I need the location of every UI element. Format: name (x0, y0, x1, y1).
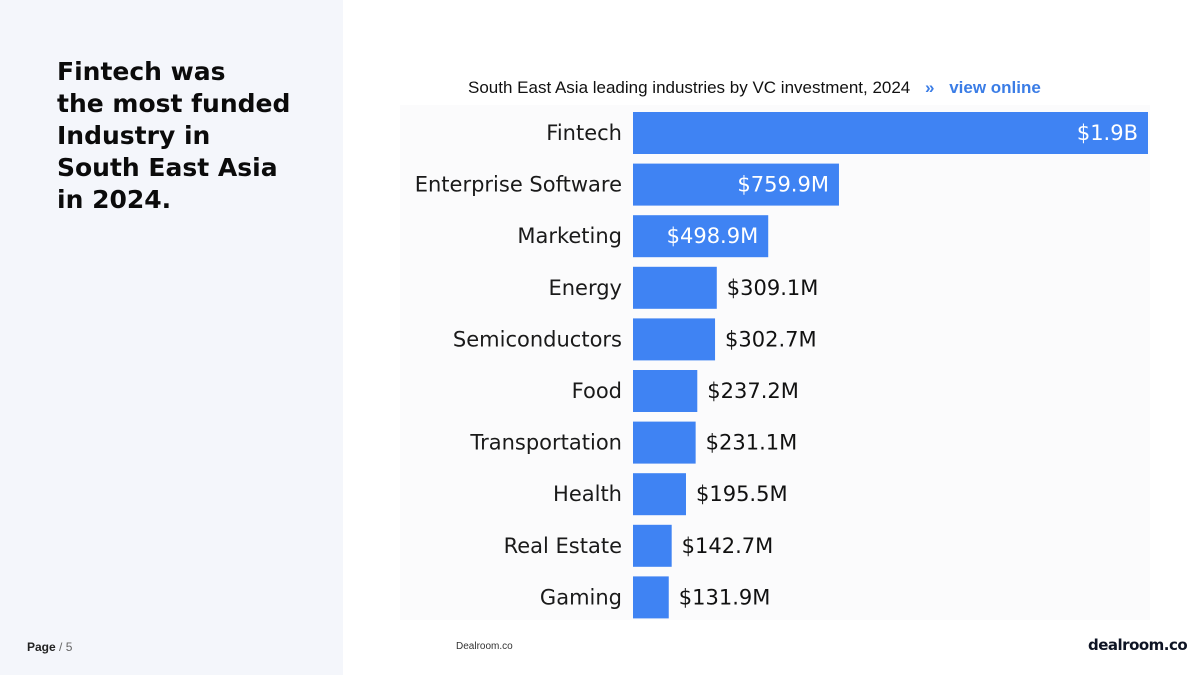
data-label: $498.9M (667, 224, 759, 248)
bar[interactable] (633, 524, 672, 567)
chart-title-row: South East Asia leading industries by VC… (468, 78, 1041, 98)
data-label: $759.9M (737, 173, 829, 197)
bar[interactable] (633, 266, 717, 309)
category-label: Health (553, 482, 622, 506)
dealroom-logo: dealroom.co (1088, 636, 1188, 654)
bar[interactable] (633, 112, 1148, 154)
headline-line-1: Fintech was (57, 57, 226, 86)
category-label: Marketing (517, 224, 622, 248)
category-label: Food (572, 379, 622, 403)
page-separator: / (59, 640, 63, 654)
bar[interactable] (633, 163, 839, 206)
headline: Fintech was the most funded Industry in … (57, 56, 297, 216)
view-online-link[interactable]: view online (949, 78, 1041, 97)
bar[interactable] (633, 370, 698, 412)
page-indicator: Page / 5 (27, 640, 72, 654)
data-label: $231.1M (706, 431, 798, 455)
category-label: Semiconductors (453, 327, 622, 351)
data-label: $237.2M (707, 379, 799, 403)
bar[interactable] (633, 318, 716, 361)
data-label: $142.7M (682, 534, 774, 558)
category-label: Gaming (540, 585, 622, 609)
data-label: $1.9B (1077, 121, 1138, 145)
source-note: Dealroom.co (456, 641, 513, 652)
left-panel (0, 0, 343, 675)
page-number: 5 (65, 640, 73, 654)
category-label: Transportation (469, 431, 622, 455)
headline-line-5: in 2024. (57, 185, 172, 214)
page-label: Page (27, 640, 56, 654)
headline-line-2: the most funded (57, 89, 291, 118)
headline-line-4: South East Asia (57, 153, 278, 182)
category-label: Real Estate (504, 534, 622, 558)
double-chevron-right-icon[interactable]: » (925, 78, 935, 97)
bar[interactable] (633, 215, 769, 258)
category-label: Fintech (546, 121, 622, 145)
category-label: Energy (548, 276, 622, 300)
bar[interactable] (633, 473, 686, 516)
chart-title: South East Asia leading industries by VC… (468, 78, 911, 97)
data-label: $131.9M (679, 585, 771, 609)
bar[interactable] (633, 421, 696, 464)
data-label: $309.1M (727, 276, 819, 300)
category-label: Enterprise Software (415, 173, 622, 197)
headline-line-3: Industry in (57, 121, 211, 150)
bar[interactable] (633, 576, 669, 619)
data-label: $302.7M (725, 327, 817, 351)
data-label: $195.5M (696, 482, 788, 506)
